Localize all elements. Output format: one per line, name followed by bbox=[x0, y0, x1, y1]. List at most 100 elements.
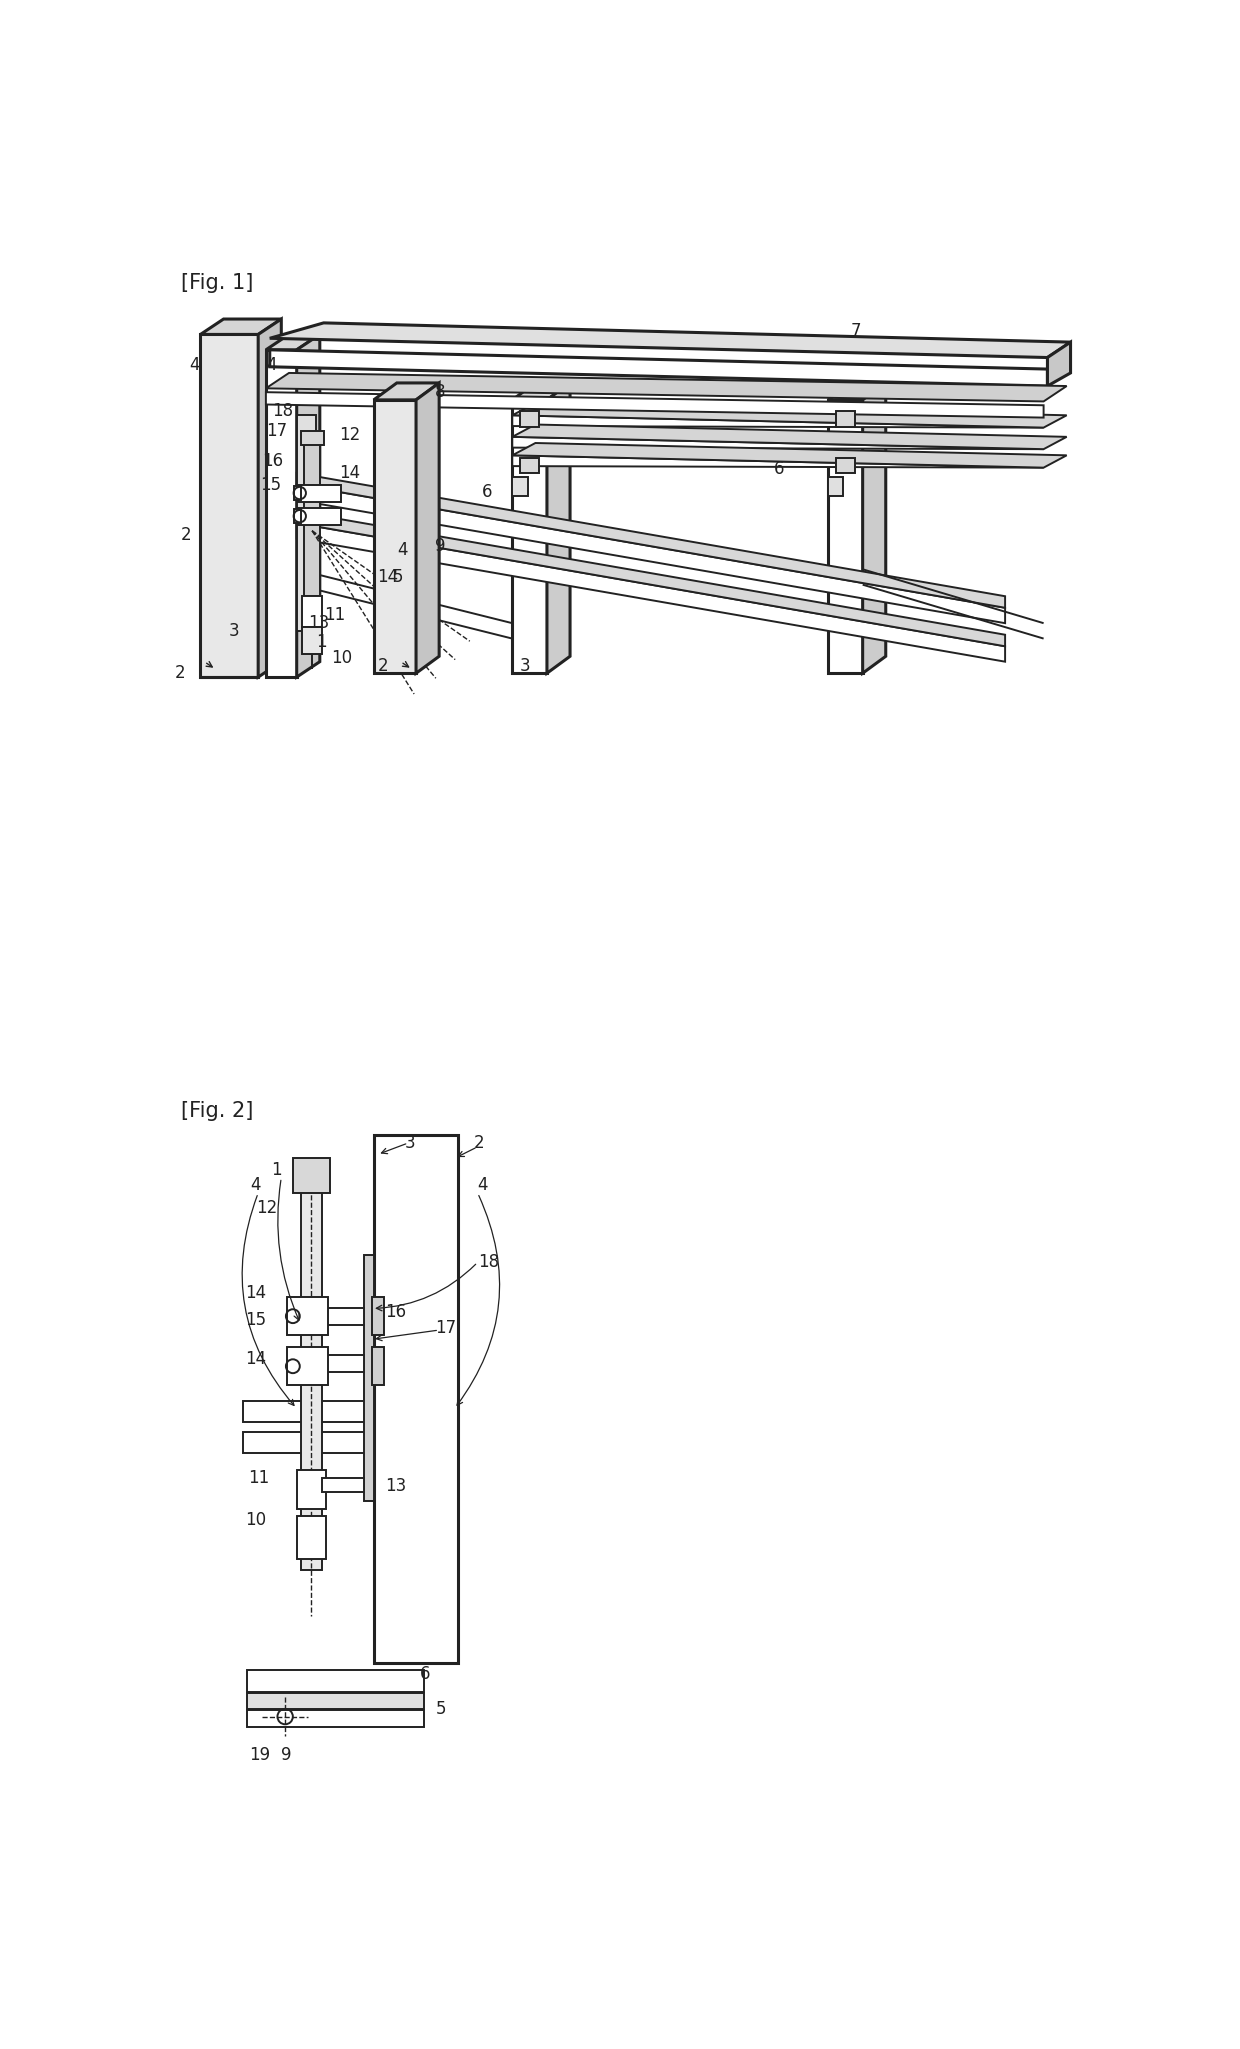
Text: 2: 2 bbox=[181, 527, 191, 543]
Text: 5: 5 bbox=[393, 568, 403, 586]
Text: 17: 17 bbox=[435, 1320, 456, 1336]
Text: 15: 15 bbox=[260, 475, 281, 494]
Polygon shape bbox=[512, 416, 1044, 428]
Bar bbox=[300, 430, 324, 445]
Polygon shape bbox=[296, 522, 1006, 662]
Text: 7: 7 bbox=[851, 322, 862, 340]
Bar bbox=[520, 457, 539, 473]
Polygon shape bbox=[201, 334, 258, 676]
Text: 10: 10 bbox=[331, 650, 352, 666]
Text: 4: 4 bbox=[477, 1176, 489, 1195]
Bar bbox=[828, 477, 843, 496]
Bar bbox=[372, 1346, 383, 1385]
Polygon shape bbox=[1048, 342, 1070, 385]
Bar bbox=[243, 1402, 373, 1422]
Polygon shape bbox=[265, 391, 1044, 418]
Text: 1: 1 bbox=[270, 1162, 281, 1178]
Polygon shape bbox=[258, 320, 281, 676]
Bar bbox=[247, 1711, 424, 1727]
Text: 3: 3 bbox=[520, 656, 531, 674]
Text: 14: 14 bbox=[377, 568, 399, 586]
Polygon shape bbox=[417, 383, 439, 674]
Text: 6: 6 bbox=[481, 484, 492, 502]
Bar bbox=[303, 596, 322, 627]
Bar bbox=[296, 416, 316, 631]
Text: 16: 16 bbox=[386, 1303, 407, 1322]
Text: 15: 15 bbox=[244, 1311, 265, 1330]
Text: 19: 19 bbox=[249, 1746, 270, 1764]
Text: 14: 14 bbox=[244, 1285, 265, 1301]
Text: 2: 2 bbox=[175, 664, 186, 682]
Bar bbox=[247, 1670, 424, 1692]
Text: 11: 11 bbox=[324, 607, 345, 625]
Bar bbox=[322, 1309, 365, 1326]
Polygon shape bbox=[373, 400, 417, 674]
Text: 14: 14 bbox=[244, 1350, 265, 1367]
Polygon shape bbox=[512, 400, 547, 674]
Text: 17: 17 bbox=[267, 422, 288, 441]
Text: 2: 2 bbox=[474, 1133, 485, 1152]
Bar bbox=[299, 508, 341, 525]
Bar bbox=[512, 477, 528, 496]
Text: 4: 4 bbox=[265, 357, 277, 375]
Text: 18: 18 bbox=[477, 1254, 498, 1270]
Polygon shape bbox=[547, 383, 570, 674]
Bar bbox=[296, 1516, 326, 1559]
Text: 1: 1 bbox=[316, 633, 326, 652]
Polygon shape bbox=[296, 334, 320, 676]
Bar bbox=[322, 1477, 365, 1492]
Bar bbox=[247, 1692, 424, 1709]
Bar bbox=[296, 1471, 326, 1508]
Text: 14: 14 bbox=[339, 463, 360, 482]
Polygon shape bbox=[201, 320, 281, 334]
Text: 3: 3 bbox=[404, 1133, 415, 1152]
Text: 4: 4 bbox=[188, 357, 200, 375]
Polygon shape bbox=[512, 424, 1066, 449]
Text: 9: 9 bbox=[435, 537, 446, 555]
Bar bbox=[293, 1158, 330, 1193]
Polygon shape bbox=[296, 484, 1006, 623]
Text: 10: 10 bbox=[244, 1512, 265, 1529]
Bar bbox=[286, 1346, 329, 1385]
Text: [Fig. 2]: [Fig. 2] bbox=[181, 1100, 253, 1121]
Polygon shape bbox=[373, 383, 439, 400]
Bar bbox=[294, 486, 301, 500]
Polygon shape bbox=[512, 383, 570, 400]
Text: 13: 13 bbox=[309, 615, 330, 633]
Polygon shape bbox=[296, 512, 1006, 645]
Bar bbox=[836, 412, 854, 426]
Text: [Fig. 1]: [Fig. 1] bbox=[181, 273, 253, 293]
Polygon shape bbox=[512, 436, 1044, 449]
Bar bbox=[365, 1254, 373, 1502]
Text: 12: 12 bbox=[257, 1199, 278, 1217]
Polygon shape bbox=[270, 324, 1070, 357]
Text: 16: 16 bbox=[262, 453, 283, 471]
Bar bbox=[286, 1297, 329, 1336]
Text: 12: 12 bbox=[339, 426, 361, 443]
Polygon shape bbox=[270, 350, 1048, 385]
Text: 11: 11 bbox=[248, 1469, 270, 1488]
Bar bbox=[373, 1135, 459, 1662]
Bar bbox=[243, 1432, 373, 1453]
Polygon shape bbox=[265, 350, 296, 676]
Bar bbox=[303, 627, 322, 654]
Bar bbox=[304, 443, 320, 596]
Polygon shape bbox=[512, 455, 1044, 467]
Polygon shape bbox=[512, 443, 1066, 467]
Text: 2: 2 bbox=[377, 656, 388, 674]
Polygon shape bbox=[828, 383, 885, 400]
Text: 9: 9 bbox=[281, 1746, 291, 1764]
Bar bbox=[372, 1297, 383, 1336]
Bar bbox=[836, 457, 854, 473]
Polygon shape bbox=[296, 473, 1006, 609]
Bar bbox=[294, 510, 301, 522]
Polygon shape bbox=[828, 400, 863, 674]
Text: 4: 4 bbox=[397, 541, 407, 559]
Text: 4: 4 bbox=[250, 1176, 260, 1195]
Text: 6: 6 bbox=[420, 1666, 430, 1682]
Polygon shape bbox=[863, 383, 885, 674]
Text: 5: 5 bbox=[435, 1701, 446, 1717]
Text: 13: 13 bbox=[386, 1477, 407, 1494]
Text: 18: 18 bbox=[272, 402, 293, 420]
Polygon shape bbox=[512, 404, 1066, 428]
